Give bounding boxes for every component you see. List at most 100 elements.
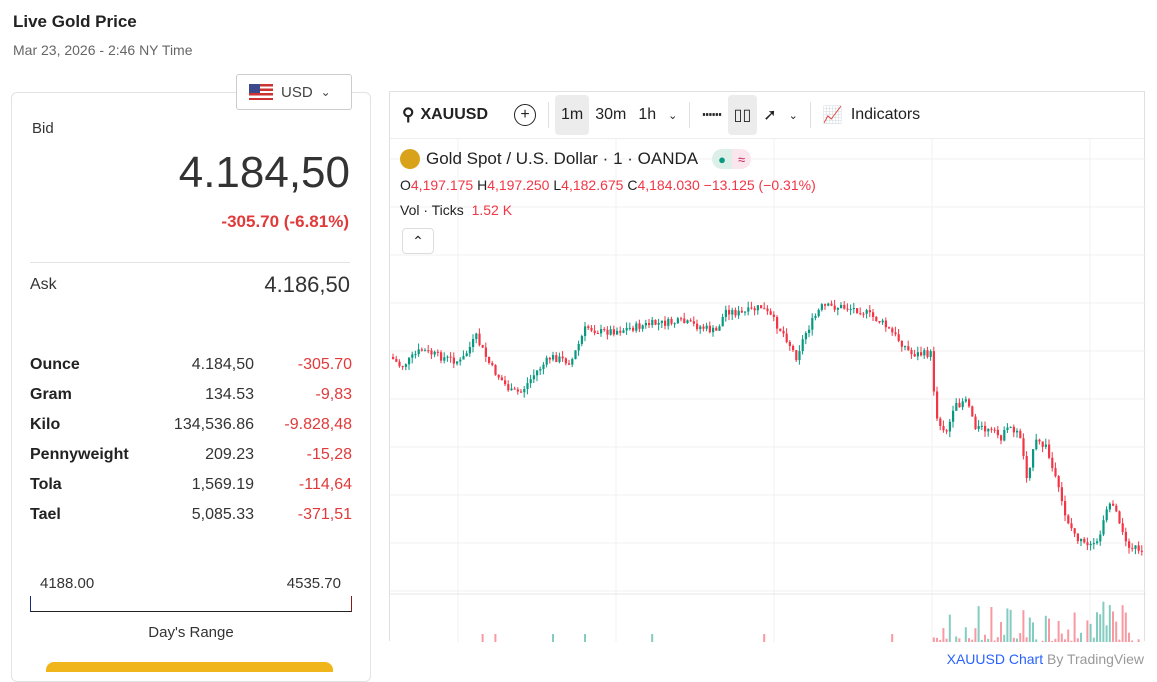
symbol-search[interactable]: ⚲ XAUUSD	[396, 95, 494, 135]
candle-body	[747, 307, 750, 312]
unit-change: -114,64	[298, 476, 352, 493]
candle-body	[1083, 538, 1086, 543]
volume-bar	[1064, 639, 1066, 642]
candle-body	[667, 319, 670, 326]
candle-body	[1048, 444, 1051, 458]
candle-body	[952, 410, 955, 422]
candle-body	[507, 384, 510, 391]
candle-body	[772, 314, 775, 317]
interval-1h[interactable]: 1h	[638, 106, 657, 123]
volume-bar	[1016, 638, 1018, 642]
candle-body	[974, 416, 977, 429]
candle-body	[657, 322, 660, 325]
interval-30m[interactable]: 30m	[595, 106, 627, 123]
unit-row: Pennyweight 209.23 -15,28	[30, 440, 352, 470]
volume-bar	[1073, 612, 1076, 642]
volume-bar	[1028, 617, 1031, 642]
change: −13.125 (−0.31%)	[703, 177, 816, 193]
candle-body	[686, 320, 689, 324]
delayed-data-icon: ≈	[731, 149, 752, 169]
candle-body	[526, 383, 529, 390]
candle-body	[846, 308, 849, 310]
candle-body	[638, 323, 641, 329]
candle-body	[417, 349, 420, 355]
candle-body	[577, 343, 580, 351]
candle-body	[539, 369, 542, 371]
area-style-button[interactable]: ➚	[757, 95, 782, 135]
interval-1m[interactable]: 1m	[555, 95, 590, 135]
market-status[interactable]: ● ≈	[712, 149, 752, 169]
candle-body	[820, 304, 823, 310]
candle-body	[760, 305, 763, 309]
chart-toolbar: ⚲ XAUUSD + 1m 30m 1h ⌄ ┅┅ ▯▯ ➚ ⌄ 📈 Indicat…	[390, 92, 1144, 139]
volume-bar	[1096, 612, 1098, 642]
volume-bar	[990, 607, 993, 642]
candle-body	[491, 362, 494, 366]
candle-body	[1006, 427, 1009, 431]
gold-coin-icon	[400, 149, 420, 169]
unit-table: for(let i=0;i<6;i++)document.write(`<div…	[30, 350, 352, 530]
candle-body	[440, 352, 443, 361]
candle-body	[1022, 438, 1025, 457]
candle-body	[1038, 439, 1041, 442]
volume-bar	[955, 636, 958, 642]
candle-body	[971, 406, 974, 417]
compare-button[interactable]: +	[508, 95, 542, 135]
candle-body	[785, 333, 788, 342]
indicators-button[interactable]: 📈 Indicators	[817, 95, 926, 135]
candle-body	[955, 402, 958, 411]
candle-body	[513, 388, 516, 390]
candle-body	[891, 328, 894, 333]
style-dropdown[interactable]: ⌄	[783, 95, 804, 135]
collapse-legend-button[interactable]: ⌃	[402, 228, 434, 254]
symbol-label: XAUUSD	[420, 106, 489, 123]
volume-bar	[1019, 633, 1022, 642]
candle-body	[731, 310, 734, 315]
candle-body	[705, 325, 708, 329]
volume-bar	[1124, 612, 1127, 642]
volume-bar	[1054, 638, 1057, 642]
candle-body	[1092, 543, 1095, 545]
gold-button[interactable]	[46, 662, 333, 672]
attribution-link[interactable]: XAUUSD Chart	[946, 651, 1044, 667]
unit-value: 209.23	[205, 446, 254, 463]
bid-label: Bid	[32, 120, 54, 137]
candle-body	[1112, 503, 1115, 506]
candle-body	[587, 326, 590, 329]
price-plot[interactable]	[390, 139, 1146, 642]
candle-body	[564, 358, 567, 364]
candle-body	[632, 327, 635, 331]
candle-body	[484, 347, 487, 357]
candle-body	[408, 357, 411, 365]
candle-body	[827, 303, 830, 306]
candle-body	[808, 329, 811, 333]
ask-price: 4.186,50	[264, 272, 350, 297]
candle-body	[1140, 550, 1143, 552]
candle-body	[462, 356, 465, 360]
bars-style-button[interactable]: ┅┅	[696, 95, 727, 135]
tradingview-chart[interactable]: ⚲ XAUUSD + 1m 30m 1h ⌄ ┅┅ ▯▯ ➚ ⌄ 📈 Indicat…	[389, 91, 1146, 642]
candle-body	[568, 363, 571, 365]
candle-body	[724, 309, 727, 318]
candle-body	[1032, 449, 1035, 468]
unit-change: -305.70	[297, 356, 352, 373]
candle-body	[737, 310, 740, 316]
volume-bar	[936, 637, 938, 642]
candle-body	[1076, 533, 1079, 542]
candle-body	[734, 310, 737, 316]
candle-body	[689, 320, 692, 322]
candle-body	[683, 318, 686, 324]
candle-body	[1019, 430, 1022, 439]
ask-label: Ask	[30, 276, 57, 293]
divider	[809, 102, 811, 128]
candle-body	[433, 351, 436, 355]
candle-body	[830, 303, 833, 306]
volume-bar	[1080, 632, 1082, 642]
volume-bar	[1092, 637, 1095, 642]
candle-body	[443, 357, 446, 361]
currency-select[interactable]: USD ⌄	[236, 74, 352, 110]
candles-style-button[interactable]: ▯▯	[727, 95, 758, 135]
page-title: Live Gold Price	[13, 12, 137, 31]
interval-dropdown[interactable]: ⌄	[662, 95, 683, 135]
candle-body	[612, 329, 615, 335]
